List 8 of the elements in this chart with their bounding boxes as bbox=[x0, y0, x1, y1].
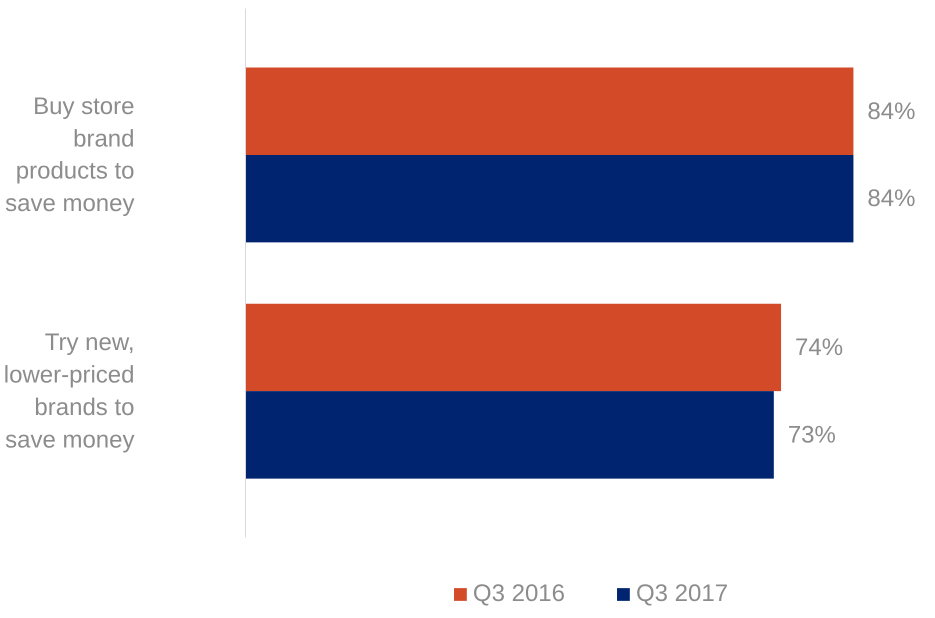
legend-label: Q3 2017 bbox=[636, 580, 728, 608]
data-label: 73% bbox=[788, 421, 836, 448]
legend-label: Q3 2016 bbox=[472, 580, 565, 608]
data-label: 74% bbox=[795, 334, 844, 361]
y-tick-label: Buy store brand products to save money bbox=[5, 92, 135, 218]
data-label: 84% bbox=[867, 185, 916, 212]
y-tick-label: Try new, lower-priced brands to save money bbox=[4, 329, 135, 454]
data-label: 84% bbox=[867, 98, 916, 125]
